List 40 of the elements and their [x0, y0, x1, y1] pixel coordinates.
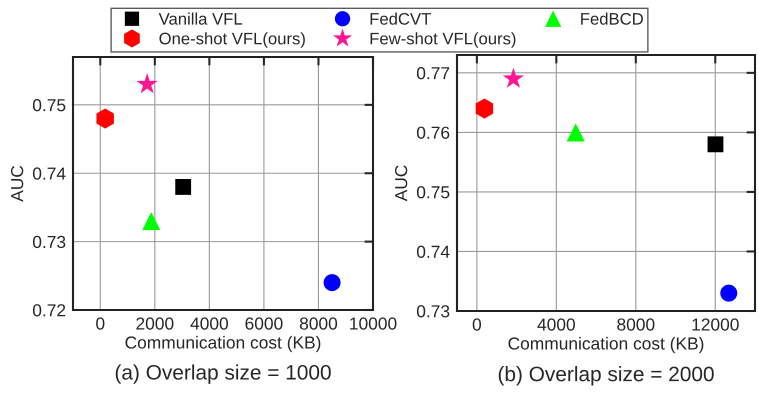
point — [476, 98, 494, 119]
x-tick-label: 4000 — [537, 318, 575, 331]
legend-label: FedCVT — [370, 12, 431, 25]
point — [96, 108, 114, 129]
x-tick-label: 2000 — [136, 317, 174, 330]
x-tick-label: 0 — [96, 317, 104, 330]
x-tick-label: 4000 — [190, 317, 228, 330]
y-tick-label: 0.74 — [416, 246, 450, 258]
legend-label: FedBCD — [581, 12, 643, 25]
point — [708, 136, 724, 152]
text: (b) Overlap size = 2000 — [498, 366, 714, 386]
x-tick-label: 6000 — [245, 317, 283, 330]
legend-label: Vanilla VFL — [158, 12, 242, 25]
x-tick-label: 8000 — [300, 317, 338, 330]
point — [566, 123, 585, 142]
x-tick-label: 10000 — [350, 317, 396, 330]
legend-label: One-shot VFL(ours) — [159, 32, 305, 48]
point — [324, 274, 341, 292]
y-tick-label: 0.74 — [32, 167, 66, 180]
legend-label: Few-shot VFL(ours) — [370, 32, 516, 48]
y-tick-label: 0.75 — [416, 186, 450, 198]
y-axis-title: AUC — [10, 166, 24, 202]
x-axis-title: Communication cost (KB) — [508, 336, 704, 354]
y-tick-label: 0.76 — [416, 126, 450, 139]
point — [136, 73, 158, 94]
text: (a) Overlap size = 1000 — [116, 364, 331, 384]
point — [175, 179, 192, 195]
x-tick-label: 12000 — [692, 318, 739, 331]
point — [720, 284, 738, 302]
y-tick-label: 0.72 — [32, 304, 66, 316]
y-tick-label: 0.77 — [416, 67, 450, 80]
y-tick-label: 0.73 — [416, 305, 450, 318]
y-axis-title: AUC — [394, 165, 408, 202]
point — [502, 68, 524, 88]
y-tick-label: 0.75 — [32, 99, 66, 112]
point — [142, 212, 160, 230]
y-tick-label: 0.73 — [32, 236, 66, 248]
x-tick-label: 0 — [472, 318, 482, 331]
x-tick-label: 8000 — [617, 318, 654, 331]
x-axis-title: Communication cost (KB) — [125, 336, 320, 352]
